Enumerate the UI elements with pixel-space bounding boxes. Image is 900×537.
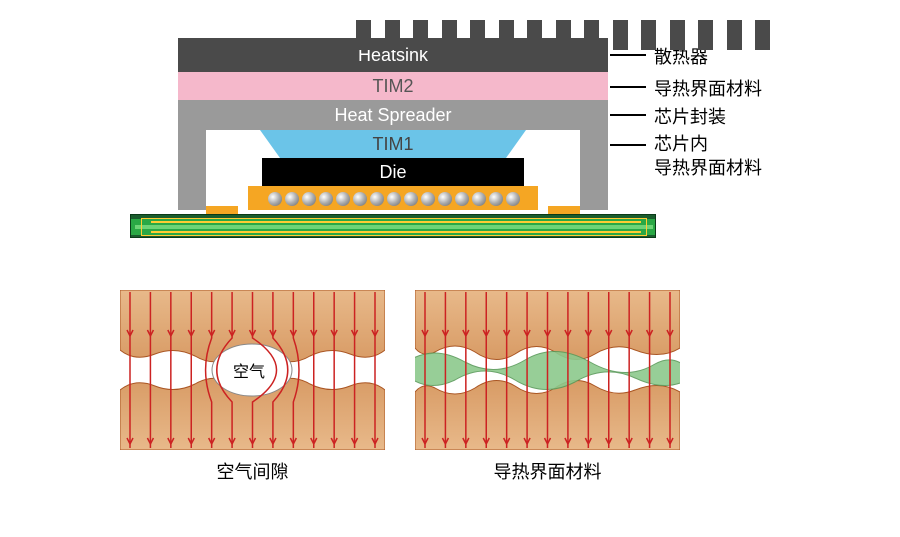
solder-ball (387, 192, 401, 206)
leg-adhesive-right (548, 206, 580, 214)
solder-ball (472, 192, 486, 206)
heatsink-fin (613, 20, 628, 50)
heatsink-fin (413, 20, 428, 50)
callout-tim2: 导热界面材料 (654, 75, 762, 101)
solder-ball (438, 192, 452, 206)
leader-spreader (610, 114, 646, 116)
callout-tim1-l2: 导热界面材料 (654, 154, 762, 180)
tim-panel: 导热界面材料 (415, 290, 680, 490)
solder-ball (353, 192, 367, 206)
solder-ball (421, 192, 435, 206)
solder-ball (285, 192, 299, 206)
heatsink-fin (527, 20, 542, 50)
heatsink-fin (442, 20, 457, 50)
heatsink-fin (470, 20, 485, 50)
heatsink-fin (641, 20, 656, 50)
air-label: 空气 (233, 358, 265, 382)
solder-ball (506, 192, 520, 206)
callout-tim1-l1: 芯片内 (654, 130, 708, 156)
heatsink-fin (698, 20, 713, 50)
leader-tim2 (610, 86, 646, 88)
comparison-section: 空气 空气间隙 导热界面材料 (120, 290, 680, 490)
solder-ball (268, 192, 282, 206)
pcb-layer (130, 214, 656, 238)
tim-caption: 导热界面材料 (415, 458, 680, 484)
air-gap-panel: 空气 空气间隙 (120, 290, 385, 490)
solder-ball (336, 192, 350, 206)
leader-heatsink (610, 54, 646, 56)
tim2-label: TIM2 (372, 76, 413, 97)
heatsink-fin (727, 20, 742, 50)
spreader-leg-left (178, 130, 206, 210)
callout-spreader: 芯片封装 (654, 103, 726, 129)
leader-tim1 (610, 144, 646, 146)
die-label: Die (379, 162, 406, 183)
heatsink-fin (556, 20, 571, 50)
solder-ball (404, 192, 418, 206)
tim1-layer: TIM1 (260, 130, 526, 158)
solder-ball (370, 192, 384, 206)
tim2-layer: TIM2 (178, 72, 608, 100)
spreader-label: Heat Spreader (334, 105, 451, 126)
solder-ball (302, 192, 316, 206)
heatsink-fin (385, 20, 400, 50)
heatsink-fin (755, 20, 770, 50)
die-layer: Die (262, 158, 524, 186)
tim1-label: TIM1 (372, 134, 413, 155)
airgap-caption: 空气间隙 (120, 458, 385, 484)
heatsink-fin (584, 20, 599, 50)
heatsink-fin (670, 20, 685, 50)
chip-stack-diagram: Heatsink TIM2 Heat Spreader TIM1 Die 散热器… (160, 10, 860, 260)
leg-adhesive-left (206, 206, 238, 214)
spreader-layer: Heat Spreader (178, 100, 608, 130)
solder-ball (455, 192, 469, 206)
spreader-leg-right (580, 130, 608, 210)
solder-ball (489, 192, 503, 206)
heatsink-fin (499, 20, 514, 50)
heatsink-fin (356, 20, 371, 50)
tim-svg (415, 290, 680, 450)
solder-ball (319, 192, 333, 206)
